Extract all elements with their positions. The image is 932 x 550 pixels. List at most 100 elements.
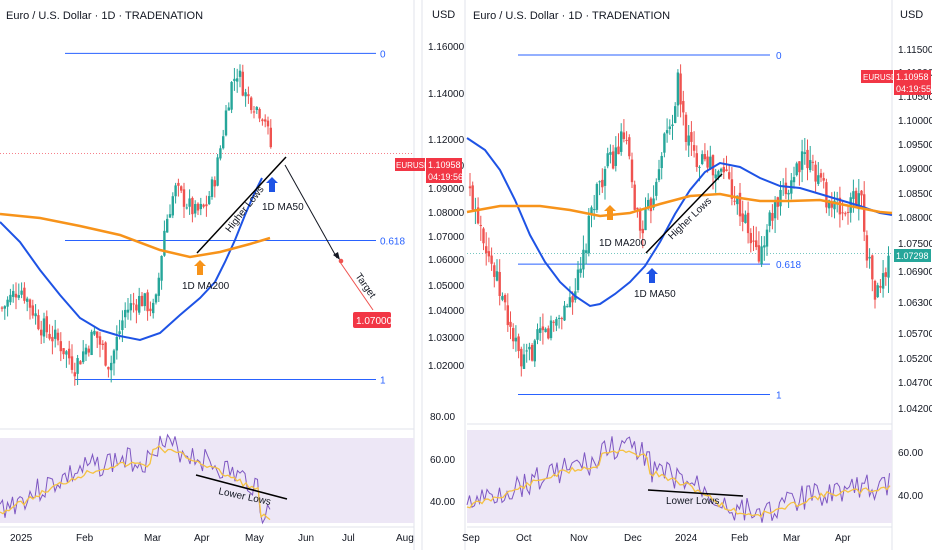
- candle-body: [40, 329, 43, 336]
- projection-line: [284, 164, 338, 259]
- x-tick-label: Jul: [342, 533, 355, 544]
- candle-body: [765, 229, 769, 247]
- y-tick-label: 1.06300: [898, 298, 932, 309]
- candle-body: [98, 336, 102, 345]
- x-tick-label: May: [245, 533, 264, 544]
- candle-body: [536, 329, 539, 340]
- x-tick-label: Sep: [462, 533, 480, 544]
- rsi-band: [0, 438, 414, 523]
- candle-body: [695, 153, 698, 168]
- candle-body: [45, 316, 48, 333]
- higher-lows-label: Higher Lows: [224, 184, 267, 235]
- candle-body: [749, 232, 752, 244]
- candle-body: [584, 250, 588, 253]
- arrow-head: [333, 252, 340, 260]
- x-tick-label: Aug: [396, 533, 414, 544]
- candle-body: [255, 107, 258, 111]
- candle-body: [216, 157, 219, 186]
- candle-body: [738, 192, 742, 217]
- candle-body: [846, 211, 850, 213]
- candle-body: [530, 344, 534, 361]
- candle-body: [17, 295, 20, 298]
- candle-body: [241, 71, 244, 96]
- candle-body: [34, 313, 37, 317]
- higher-lows-trendline: [645, 173, 723, 254]
- candle-body: [252, 111, 256, 113]
- y-tick-label: 1.08000: [428, 208, 465, 219]
- candle-body: [746, 212, 750, 234]
- candle-body: [143, 293, 146, 307]
- target-price-label: 1.07000: [356, 316, 393, 327]
- candle-body: [73, 372, 76, 377]
- candle-body: [104, 342, 107, 366]
- candle-body: [54, 329, 57, 339]
- candle-body: [549, 320, 553, 339]
- candle-body: [222, 136, 225, 149]
- candle-body: [250, 97, 253, 111]
- candle-body: [154, 294, 158, 303]
- fib-level-label: 0: [380, 49, 386, 60]
- price-tag-label: 1.10958: [896, 72, 929, 82]
- candle-body: [665, 130, 669, 134]
- rsi-ma-line: [0, 445, 271, 521]
- candle-body: [630, 159, 634, 183]
- x-tick-label: Feb: [731, 533, 749, 544]
- candle-body: [684, 114, 688, 142]
- candle-body: [674, 106, 677, 123]
- candle-body: [70, 356, 74, 370]
- symbol-tag: [861, 70, 893, 83]
- candle-body: [852, 191, 855, 199]
- candle-body: [37, 315, 40, 330]
- candle-body: [56, 332, 60, 341]
- candle-body: [555, 319, 558, 326]
- candle-body: [871, 255, 874, 280]
- candle-body: [819, 173, 823, 178]
- candle-body: [501, 296, 504, 300]
- candle-body: [171, 196, 174, 216]
- y-tick-label: 1.05000: [428, 281, 465, 292]
- candle-body: [854, 190, 858, 206]
- y-tick-label: 1.05700: [898, 329, 932, 340]
- candle-body: [51, 336, 54, 342]
- candle-body: [768, 212, 771, 226]
- y-tick-label: 1.11500: [898, 45, 932, 56]
- candle-body: [611, 151, 615, 169]
- ma50-arrow-icon: [646, 268, 658, 283]
- candle-body: [269, 127, 272, 148]
- candle-body: [814, 164, 817, 182]
- candle-body: [129, 303, 132, 311]
- candle-body: [714, 174, 717, 179]
- candle-body: [860, 190, 863, 196]
- candle-body: [146, 292, 149, 312]
- candle-body: [107, 366, 110, 370]
- candle-body: [126, 309, 130, 313]
- candle-body: [873, 280, 877, 300]
- higher-lows-trendline: [196, 156, 287, 254]
- candle-body: [571, 296, 574, 303]
- x-tick-label: Oct: [516, 533, 532, 544]
- candle-body: [771, 213, 774, 221]
- candle-body: [711, 155, 715, 176]
- target-line: [339, 261, 374, 311]
- candle-body: [490, 255, 493, 264]
- candle-body: [65, 351, 68, 355]
- candle-body: [655, 181, 658, 196]
- x-tick-label: Jun: [298, 533, 314, 544]
- candle-body: [140, 295, 144, 307]
- candle-body: [736, 195, 739, 205]
- candle-body: [728, 172, 731, 179]
- candle-body: [233, 78, 236, 82]
- candle-body: [841, 212, 844, 214]
- candle-body: [517, 336, 520, 352]
- candle-body: [876, 285, 879, 298]
- candle-body: [3, 306, 6, 309]
- candle-body: [601, 179, 604, 188]
- y-tick-label: 1.03000: [428, 333, 465, 344]
- candle-body: [857, 193, 860, 210]
- candle-body: [633, 184, 636, 210]
- candle-body: [733, 200, 736, 202]
- y-tick-label: 1.14000: [428, 89, 465, 100]
- x-tick-label: Apr: [835, 533, 851, 544]
